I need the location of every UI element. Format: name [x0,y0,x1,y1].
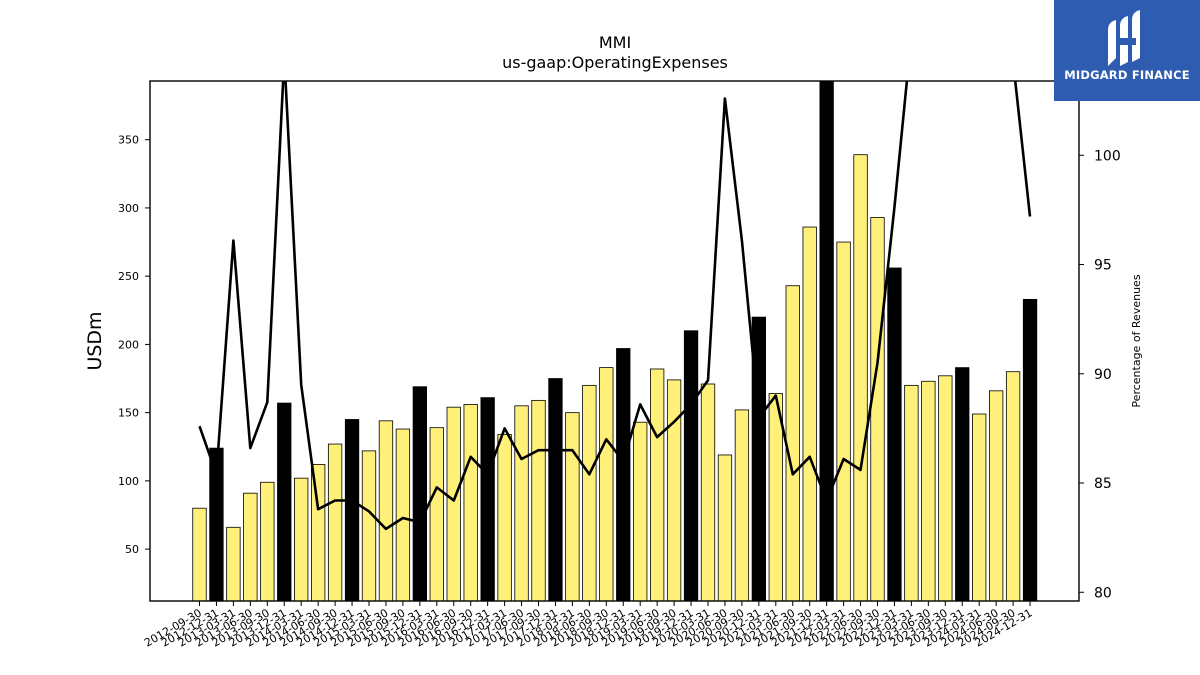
bar-quarter [327,443,343,601]
bar-quarter [378,420,394,601]
bar-quarter [785,285,800,601]
bar-quarter [514,405,529,601]
x-axis: 2012-09-302012-12-312013-03-312013-06-30… [142,601,1035,650]
bar-fiscal-year-end [412,386,428,601]
bar-fiscal-year-end [277,402,292,601]
bar-quarter [666,379,682,601]
brand-name: MIDGARD FINANCE [1064,68,1190,82]
y-axis-label-left: USDm [84,311,106,370]
bar-quarter [599,367,614,601]
y-tick-label-right: 95 [1094,258,1112,274]
y-tick-label-left: 300 [118,202,139,215]
bar-quarter [531,399,546,601]
bar-quarter [972,413,987,601]
bar-quarter [582,384,597,601]
bar-fiscal-year-end [955,367,970,601]
y-tick-label-right: 100 [1094,148,1121,164]
bar-quarter [565,412,580,601]
bar-fiscal-year-end [819,81,834,601]
y-tick-label-right: 80 [1094,585,1112,601]
bar-quarter [870,217,885,601]
y-axis-label-right: Percentage of Revenues [1130,274,1143,407]
bar-quarter [938,375,953,601]
bar-quarter [904,384,919,601]
plot-frame [149,80,1080,602]
y-tick-label-left: 50 [125,543,139,556]
bar-fiscal-year-end [344,419,360,601]
bar-quarter [836,241,851,601]
bar-quarter [989,390,1004,601]
bar-quarter [446,406,461,601]
bar-quarter [802,226,817,601]
y-tick-label-left: 100 [118,475,139,488]
bar-quarter [717,454,733,601]
bar-quarter [395,428,411,601]
bar-fiscal-year-end [616,348,631,601]
brand-logo: MIDGARD FINANCE [1054,0,1200,101]
bar-quarter [226,526,241,601]
bar-fiscal-year-end [480,397,495,601]
y-tick-label-left: 200 [118,338,139,351]
y-tick-label-right: 85 [1094,476,1112,492]
bar-quarter [294,477,309,601]
y-tick-label-left: 350 [118,134,139,147]
bar-quarter [700,383,716,601]
logo-mark-icon [1108,10,1140,66]
bar-quarter [768,393,783,601]
bar-quarter [853,154,868,601]
y-tick-label-right: 90 [1094,367,1112,383]
bar-fiscal-year-end [1022,298,1038,601]
bar-quarter [361,450,377,601]
chart-title: MMI [599,33,631,52]
bar-quarter [921,380,936,601]
bar-fiscal-year-end [887,267,902,601]
y-axis-right: 80 85 90 95 100 [1079,148,1121,601]
bar-quarter [734,409,750,601]
bar-quarter [497,434,512,601]
y-tick-label-left: 250 [118,270,139,283]
bar-quarter [1005,371,1021,601]
bar-quarter [429,427,444,601]
ratio-line [198,81,1032,531]
bar-quarter [633,421,648,601]
y-axis-left: 50 100 150 200 250 300 350 [118,134,150,556]
chart-subtitle: us-gaap:OperatingExpenses [502,53,728,72]
bar-quarter [192,507,207,601]
bar-quarter [310,464,326,601]
bar-quarter [463,404,478,601]
bar-series [192,81,1038,601]
bar-quarter [260,481,275,601]
y-tick-label-left: 150 [118,407,139,420]
bar-quarter [650,368,665,601]
bar-fiscal-year-end [548,378,563,601]
bar-quarter [243,492,258,601]
line-series [198,81,1032,531]
bar-fiscal-year-end [683,330,699,601]
